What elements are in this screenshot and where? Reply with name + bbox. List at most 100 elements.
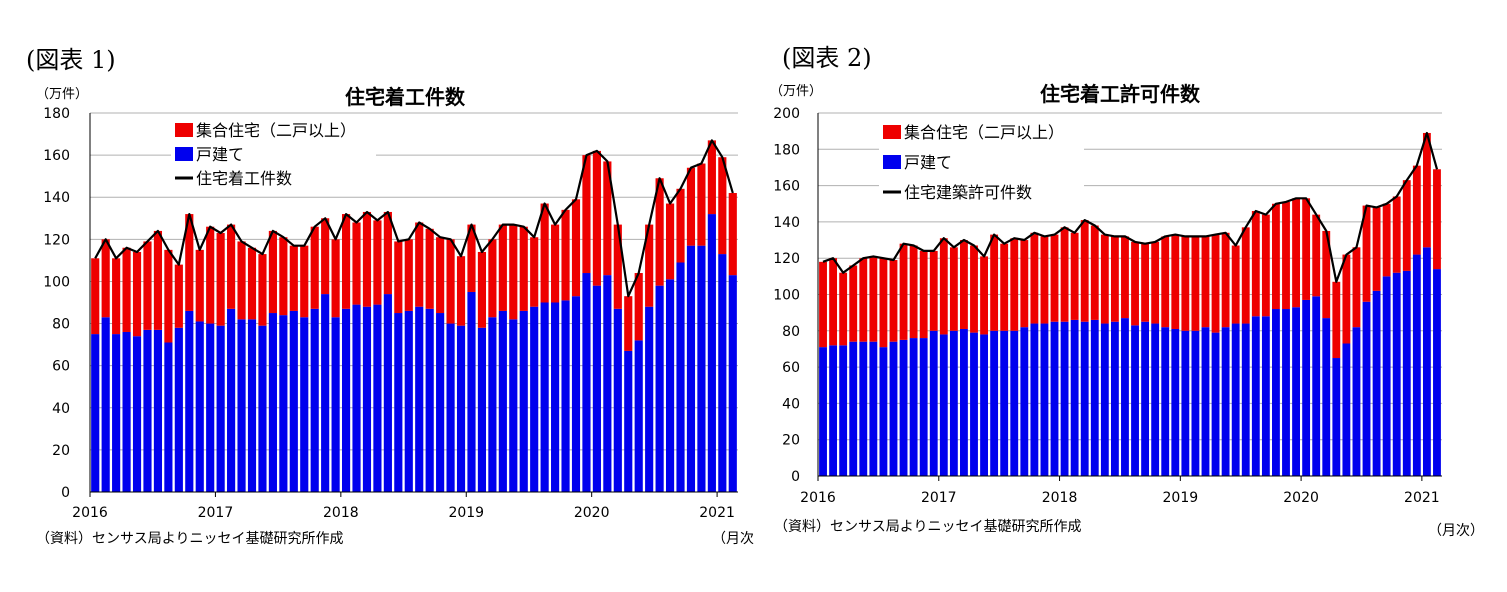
bar-single-family <box>1191 330 1200 476</box>
legend-label: 住宅建築許可件数 <box>904 183 1032 202</box>
y-tick-label: 200 <box>773 106 800 122</box>
x-tick-label: 2018 <box>1042 490 1078 506</box>
y-tick-label: 180 <box>43 106 70 122</box>
bar-single-family <box>1282 309 1290 476</box>
bar-multi-family <box>645 224 654 307</box>
y-tick-label: 100 <box>43 274 70 290</box>
y-tick-label: 180 <box>773 142 800 158</box>
bar-single-family <box>849 341 858 476</box>
bar-multi-family <box>571 199 581 297</box>
legend-label: 住宅着工件数 <box>196 169 292 188</box>
bar-single-family <box>1060 321 1069 476</box>
x-tick-label: 2020 <box>1283 490 1319 506</box>
bar-multi-family <box>174 264 183 328</box>
bar-single-family <box>1000 330 1009 476</box>
bar-multi-family <box>1010 238 1019 331</box>
bar-single-family <box>289 310 298 492</box>
bar-single-family <box>1392 272 1401 476</box>
bar-single-family <box>561 300 570 492</box>
bar-single-family <box>645 306 654 492</box>
bar-multi-family <box>362 211 372 307</box>
legend-label: 戸建て <box>196 145 244 164</box>
bar-single-family <box>300 317 309 492</box>
bar-multi-family <box>551 224 560 303</box>
bar-multi-family <box>1302 198 1311 300</box>
bar-multi-family <box>1241 227 1250 324</box>
bar-single-family <box>551 302 560 492</box>
bar-multi-family <box>1100 234 1109 324</box>
bar-single-family <box>829 345 838 476</box>
legend-label: 集合住宅（二戸以上） <box>904 123 1064 142</box>
bar-single-family <box>624 350 633 492</box>
bar-single-family <box>980 334 988 476</box>
bar-multi-family <box>331 239 340 318</box>
bar-single-family <box>1422 247 1431 476</box>
bar-single-family <box>456 325 466 492</box>
bar-single-family <box>655 285 664 492</box>
bar-multi-family <box>1282 201 1290 310</box>
y-tick-label: 40 <box>52 401 70 417</box>
bar-single-family <box>571 296 581 492</box>
bar-single-family <box>1030 323 1039 476</box>
bar-multi-family <box>101 239 110 318</box>
bar-single-family <box>237 319 246 492</box>
bar-multi-family <box>383 211 392 295</box>
bar-single-family <box>1352 327 1361 476</box>
y-tick-label: 20 <box>52 443 70 459</box>
bar-multi-family <box>91 258 100 335</box>
bar-single-family <box>436 313 445 492</box>
bar-multi-family <box>279 237 288 316</box>
bar-single-family <box>498 310 507 492</box>
bar-multi-family <box>889 260 898 342</box>
bar-multi-family <box>909 245 918 339</box>
bar-single-family <box>247 319 257 492</box>
bar-multi-family <box>268 230 277 314</box>
bar-single-family <box>268 313 277 492</box>
bar-multi-family <box>634 273 643 341</box>
x-tick-label: 2018 <box>323 505 359 521</box>
bar-single-family <box>1151 323 1160 476</box>
bar-single-family <box>1121 318 1129 476</box>
bar-single-family <box>415 306 424 492</box>
bar-multi-family <box>839 272 848 346</box>
bar-multi-family <box>919 250 928 339</box>
bar-single-family <box>91 334 100 492</box>
bar-single-family <box>1372 290 1381 476</box>
bar-multi-family <box>1131 241 1139 326</box>
y-tick-label: 60 <box>52 359 70 375</box>
bar-single-family <box>404 310 413 492</box>
bar-single-family <box>1241 323 1250 476</box>
bar-single-family <box>879 347 888 476</box>
y-tick-label: 140 <box>773 215 800 231</box>
legend-box <box>171 118 376 186</box>
bar-multi-family <box>1412 165 1421 255</box>
bar-single-family <box>216 325 225 492</box>
bar-single-family <box>488 317 497 492</box>
y-tick-label: 160 <box>773 179 800 195</box>
bar-multi-family <box>341 214 351 309</box>
y-tick-label: 20 <box>782 433 800 449</box>
chart-building-permits: (図表 2) 住宅着工許可件数 （万件） （資料）センサス局よりニッセイ基礎研究… <box>770 44 1484 539</box>
bar-multi-family <box>1372 207 1381 291</box>
y-tick-label: 160 <box>43 148 70 164</box>
bar-single-family <box>143 329 152 492</box>
bar-single-family <box>869 341 878 476</box>
bar-multi-family <box>1382 203 1391 277</box>
bar-multi-family <box>164 249 173 343</box>
legend-swatch-single-family <box>883 155 901 169</box>
chart-housing-starts: (図表 1) 住宅着工件数 （万件） （資料）センサス局よりニッセイ基礎研究所作… <box>26 46 754 547</box>
bar-single-family <box>1272 309 1280 476</box>
bar-multi-family <box>1191 236 1200 331</box>
bar-single-family <box>1100 323 1109 476</box>
bar-multi-family <box>929 250 938 331</box>
total-line <box>822 131 1439 283</box>
bar-single-family <box>341 308 351 492</box>
bar-single-family <box>592 285 601 492</box>
bar-multi-family <box>1261 214 1270 317</box>
bar-single-family <box>310 308 319 492</box>
y-tick-label: 0 <box>61 485 70 501</box>
bar-multi-family <box>195 249 204 322</box>
bar-multi-family <box>970 245 978 333</box>
bar-multi-family <box>869 256 878 342</box>
bar-single-family <box>206 323 215 492</box>
